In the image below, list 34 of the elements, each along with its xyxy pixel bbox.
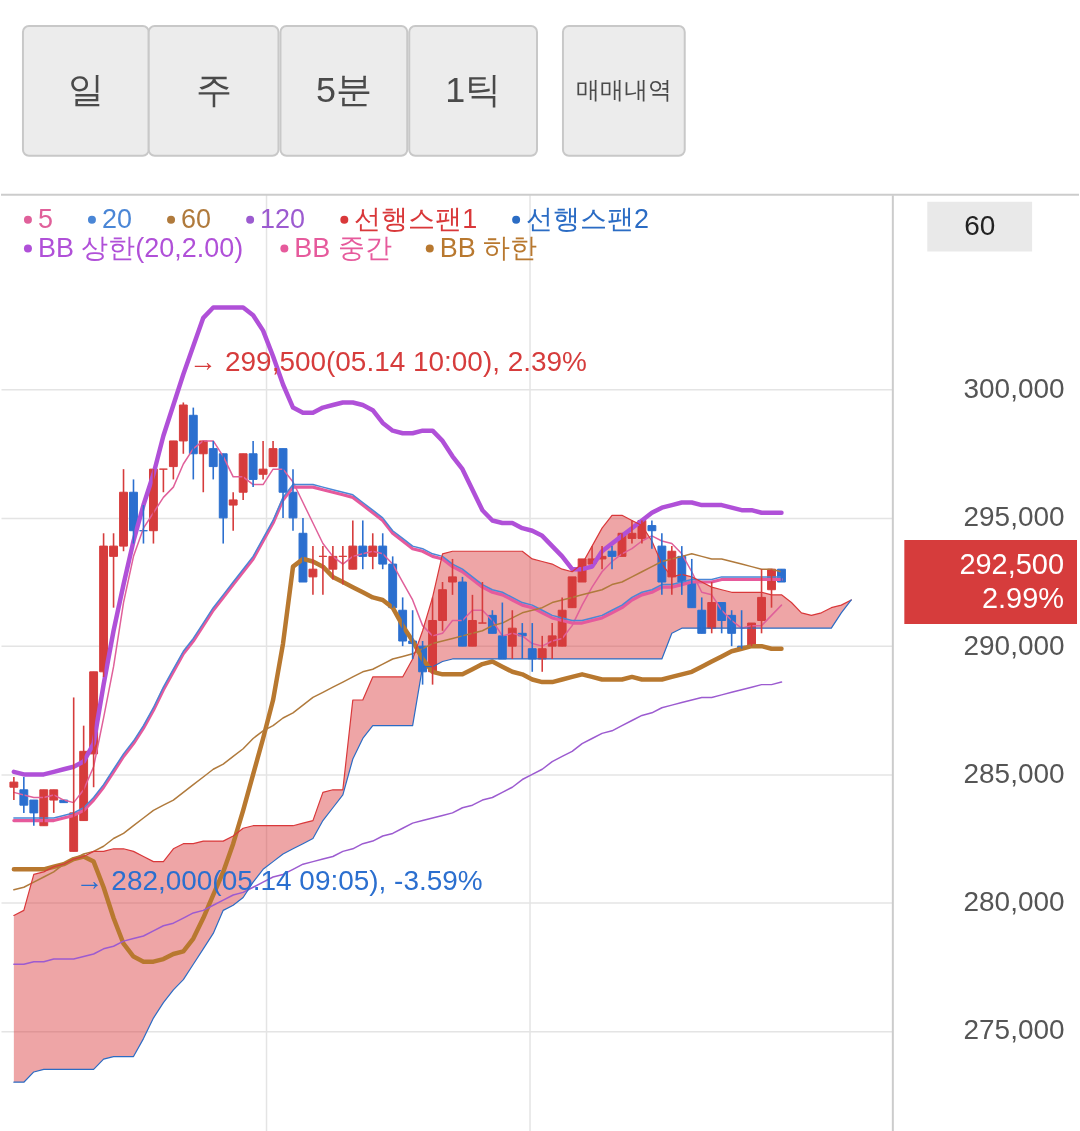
- text: 1틱: [445, 68, 502, 110]
- candlestick: [9, 776, 19, 801]
- line-series: [11, 305, 784, 777]
- y-tick-label: 275,000: [963, 1014, 1065, 1046]
- legend-label: 선행스팬2: [526, 203, 650, 234]
- line-series: [13, 514, 852, 917]
- candlestick: [448, 558, 457, 596]
- text: 5분: [315, 68, 372, 110]
- text: 292,500: [959, 548, 1065, 581]
- text: 2.99%: [981, 581, 1065, 614]
- text: 매매내역: [575, 75, 672, 103]
- y-tick-label: 300,000: [963, 373, 1065, 405]
- candlestick: [757, 568, 766, 635]
- text: 주: [195, 68, 232, 110]
- y-tick-label: 285,000: [963, 757, 1065, 789]
- legend-label: BB 상한(20,2.00): [37, 232, 244, 263]
- legend-label: 선행스팬1: [354, 203, 478, 234]
- candlestick: [607, 545, 617, 570]
- y-tick-label: 280,000: [963, 886, 1065, 918]
- legend-label: BB 하한: [439, 232, 538, 263]
- candlestick: [228, 491, 238, 532]
- legend-label: 120: [260, 203, 306, 234]
- legend-label: 5: [37, 203, 53, 234]
- line-series: [13, 681, 783, 965]
- text: 60: [964, 209, 996, 241]
- y-tick-label: 295,000: [963, 501, 1065, 533]
- candlestick: [268, 440, 278, 468]
- legend-label: BB 중간: [294, 232, 392, 263]
- legend-label: 60: [181, 203, 211, 234]
- line-series: [11, 556, 784, 964]
- candlestick: [308, 545, 318, 596]
- text: 일: [67, 68, 104, 110]
- y-tick-label: 290,000: [963, 629, 1065, 661]
- legend-label: 20: [101, 203, 132, 234]
